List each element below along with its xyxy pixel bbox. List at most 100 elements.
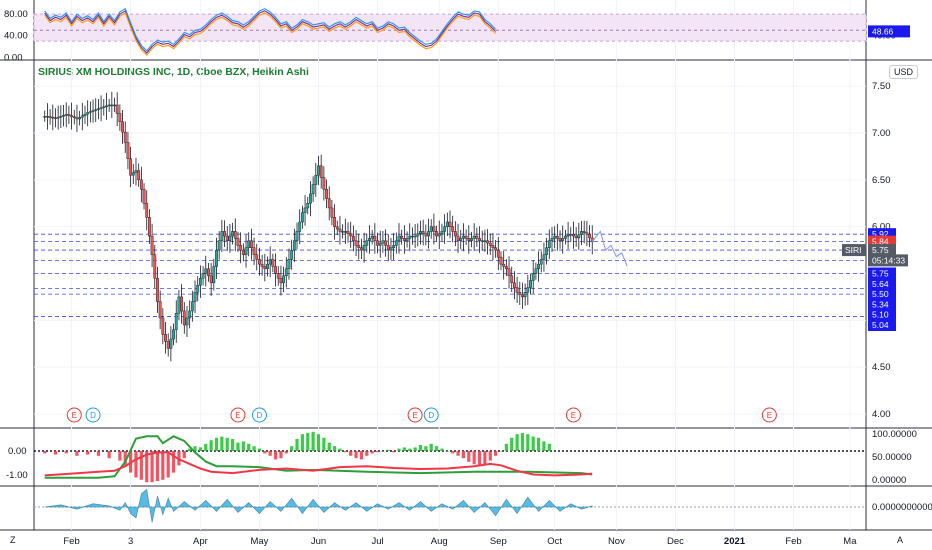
candle-body [341,231,345,233]
osc-histogram-bar [182,451,186,459]
osc-histogram-bar [155,451,160,481]
osc-histogram-bar [263,451,267,454]
osc-histogram-bar [290,446,294,451]
osc-histogram-bar [96,451,101,456]
rsi-series-line [44,7,496,52]
candle-body [566,234,570,237]
osc-histogram-bar [488,451,492,461]
candle-body [518,292,522,295]
candle-body [198,277,202,286]
candle-body [392,245,396,248]
osc-left-tick: -1.00 [6,470,28,481]
event-marker-label: D [428,411,434,420]
candle-body [577,234,581,239]
osc-histogram-bar [456,451,460,456]
candle-body [496,249,500,258]
candle-body [429,226,433,232]
osc-histogram-bar [86,451,90,455]
candle-body [351,235,355,241]
candle-body [381,240,385,244]
x-tick-label: Oct [547,536,562,547]
candle-body [72,116,76,119]
candle-body [545,247,549,255]
candle-body [585,232,589,235]
candle-body [54,117,57,119]
candle-body [542,254,546,260]
candle-body [185,317,189,326]
osc-histogram-bar [236,442,240,451]
earnings-marker [407,407,423,423]
candle-body [453,231,457,237]
candle-body [314,174,318,185]
candle-body [421,231,425,234]
candle-body [123,131,127,143]
candle-body [86,112,90,115]
candle-body [424,233,428,237]
currency-badge[interactable]: USD [889,65,919,79]
candle-body [405,238,409,241]
candle-body [298,221,302,232]
candle-body [357,245,361,248]
candle-body [287,259,291,270]
candle-body [515,287,519,293]
osc-histogram-bar [365,451,369,456]
osc-histogram-bar [402,447,406,451]
candle-body [521,294,524,298]
osc-histogram-bar [53,451,58,455]
candle-body [435,231,438,237]
price-label-bg [868,267,896,280]
candle-body [236,238,240,246]
candle-body [459,238,463,241]
candle-body [62,115,65,117]
timezone-corner[interactable]: Z [10,535,16,545]
price-label: 5.10 [872,310,889,320]
candle-body [225,235,229,241]
chart-title: SIRIUS XM HOLDINGS INC, 1D, Cboe BZX, He… [38,66,309,78]
osc-histogram-bar [295,439,299,451]
candle-body [523,292,527,298]
rsi-tick-label: 0.00 [4,52,23,63]
x-tick-label: Feb [63,536,79,547]
candle-body [102,106,106,109]
price-label: 5.75 [872,245,889,255]
candle-body [201,273,205,279]
price-tick-label: 6.50 [872,175,891,186]
osc-histogram-bar [515,434,519,451]
candle-body [427,231,430,237]
candle-body [386,245,390,251]
price-label-bg [868,277,896,290]
price-label-bg [868,298,896,311]
osc-histogram-bar [225,437,229,451]
candle-body [121,121,124,133]
osc-histogram-bar [214,437,219,451]
price-label: 05:14:33 [872,255,905,265]
candle-body [258,259,261,265]
candle-body [531,273,535,281]
candle-body [362,245,366,251]
candle-body [295,231,299,241]
x-tick-label: Ma [843,536,857,547]
x-tick-label: May [250,536,268,547]
candle-body [94,109,98,111]
osc-histogram-bar [397,448,401,451]
osc-histogram-bar [257,448,262,451]
osc-histogram-bar [504,443,508,451]
osc-histogram-bar [461,451,466,459]
candle-body [413,235,417,238]
x-tick-label: Nov [608,536,625,547]
candle-body [239,245,243,251]
osc-histogram-bar [477,451,482,466]
candle-body [131,172,135,176]
osc-histogram-bar [386,449,390,451]
x-tick-label: Apr [193,536,208,547]
osc-histogram-bar [467,451,471,462]
candle-body [145,203,149,218]
candle-body [249,240,253,248]
auto-scale-toggle[interactable]: A [897,535,904,545]
candle-body [196,285,200,293]
osc-histogram-bar [118,451,122,461]
ticker-label-bg [842,244,866,257]
candle-body [284,268,288,277]
osc-histogram-bar [375,451,380,453]
